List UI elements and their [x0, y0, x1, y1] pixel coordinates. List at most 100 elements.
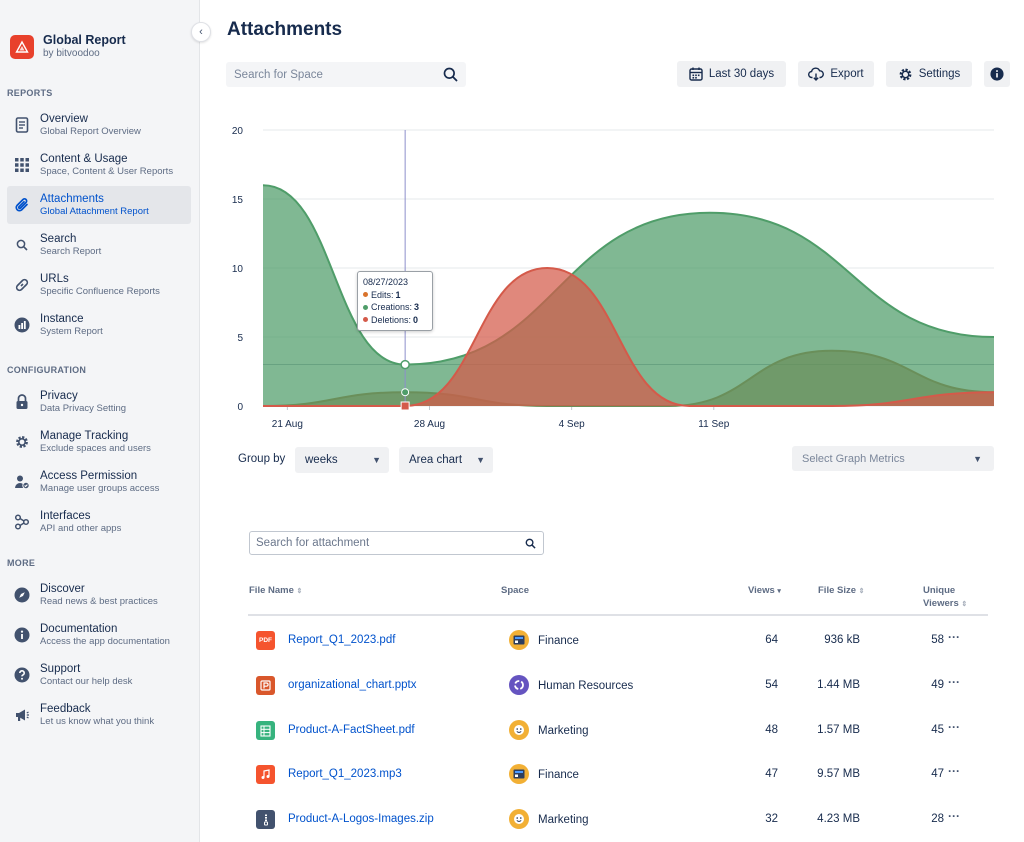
date-range-button[interactable]: Last 30 days — [677, 61, 786, 87]
settings-button[interactable]: Settings — [886, 61, 972, 87]
space-search-input[interactable]: Search for Space — [226, 62, 466, 87]
sidebar-item-overview[interactable]: Overview Global Report Overview — [7, 106, 191, 144]
space-name[interactable]: Marketing — [538, 725, 589, 737]
y-tick-label: 5 — [237, 333, 243, 344]
audio-file-icon — [256, 765, 275, 784]
sidebar-item-urls[interactable]: URLs Specific Confluence Reports — [7, 266, 191, 304]
date-range-label: Last 30 days — [708, 68, 775, 80]
brand[interactable]: Global Report by bitvoodoo — [10, 33, 126, 60]
sidebar-item-access-permission[interactable]: Access Permission Manage user groups acce… — [7, 463, 191, 501]
column-space: Space — [501, 584, 529, 597]
chart-type-select[interactable]: Area chart ▼ — [399, 447, 493, 473]
column-unique-viewers[interactable]: Unique Viewers ⇕ — [923, 584, 967, 611]
column-label: Unique — [923, 585, 956, 596]
table-row: Report_Q1_2023.mp3 Finance 47 9.57 MB 47… — [248, 759, 988, 789]
sort-desc-icon: ▾ — [777, 588, 781, 595]
sidebar-item-manage-tracking[interactable]: Manage Tracking Exclude spaces and users — [7, 423, 191, 461]
more-actions-icon[interactable]: ··· — [948, 720, 960, 734]
file-name-link[interactable]: Report_Q1_2023.pdf — [288, 634, 396, 646]
more-actions-icon[interactable]: ··· — [948, 809, 960, 823]
file-name-link[interactable]: organizational_chart.pptx — [288, 679, 417, 691]
info-button[interactable] — [984, 61, 1010, 87]
tooltip-row-deletions: Deletions: 0 — [363, 314, 427, 327]
attachment-search-placeholder: Search for attachment — [256, 537, 370, 549]
sidebar-item-content-usage[interactable]: Content & Usage Space, Content & User Rep… — [7, 146, 191, 184]
section-configuration: CONFIGURATION — [7, 365, 87, 375]
column-label: Space — [501, 585, 529, 596]
space-name[interactable]: Finance — [538, 635, 579, 647]
sidebar-item-discover[interactable]: Discover Read news & best practices — [7, 576, 191, 614]
x-tick-label: 21 Aug — [272, 419, 303, 430]
search-icon[interactable] — [443, 67, 458, 82]
sidebar-item-sub: Search Report — [40, 246, 102, 257]
sidebar-item-interfaces[interactable]: Interfaces API and other apps — [7, 503, 191, 541]
export-button[interactable]: Export — [798, 61, 874, 87]
chart-type-value: Area chart — [409, 454, 463, 466]
connector-icon — [14, 514, 30, 530]
unique-viewers-count: 45 — [931, 724, 944, 736]
more-actions-icon[interactable]: ··· — [948, 764, 960, 778]
calendar-icon — [689, 67, 703, 81]
group-by-value: weeks — [305, 454, 338, 466]
file-name-link[interactable]: Product-A-Logos-Images.zip — [288, 813, 434, 825]
creations-dot — [363, 304, 368, 310]
column-file-name[interactable]: File Name ⇕ — [249, 584, 302, 598]
edits-dot — [363, 292, 368, 298]
views-count: 48 — [765, 724, 778, 736]
unique-viewers-count: 28 — [931, 813, 944, 825]
sidebar-item-documentation[interactable]: Documentation Access the app documentatio… — [7, 616, 191, 654]
y-tick-label: 10 — [232, 264, 244, 275]
x-tick-label: 4 Sep — [559, 419, 586, 430]
finance-space-icon — [509, 630, 529, 650]
space-name[interactable]: Marketing — [538, 814, 589, 826]
tooltip-row-creations: Creations: 3 — [363, 301, 427, 314]
sidebar-item-search[interactable]: Search Search Report — [7, 226, 191, 264]
marketing-space-icon — [509, 809, 529, 829]
column-file-size[interactable]: File Size ⇕ — [818, 584, 865, 598]
sidebar-item-attachments[interactable]: Attachments Global Attachment Report — [7, 186, 191, 224]
sidebar-item-label: Access Permission — [40, 470, 138, 482]
search-icon[interactable] — [525, 538, 536, 549]
paperclip-icon — [14, 197, 30, 213]
group-by-select[interactable]: weeks ▼ — [295, 447, 389, 473]
sidebar-item-privacy[interactable]: Privacy Data Privacy Setting — [7, 383, 191, 421]
column-views[interactable]: Views ▾ — [748, 584, 781, 598]
human-resources-space-icon — [509, 675, 529, 695]
more-actions-icon[interactable]: ··· — [948, 675, 960, 689]
more-actions-icon[interactable]: ··· — [948, 630, 960, 644]
space-name[interactable]: Finance — [538, 769, 579, 781]
sidebar-item-instance[interactable]: Instance System Report — [7, 306, 191, 344]
attachment-search-input[interactable]: Search for attachment — [249, 531, 544, 555]
file-name-link[interactable]: Report_Q1_2023.mp3 — [288, 768, 402, 780]
space-name[interactable]: Human Resources — [538, 680, 634, 692]
sort-icon: ⇕ — [961, 601, 968, 608]
sidebar-item-feedback[interactable]: Feedback Let us know what you think — [7, 696, 191, 734]
views-count: 64 — [765, 634, 778, 646]
info-icon — [990, 67, 1004, 81]
sidebar-item-sub: Space, Content & User Reports — [40, 166, 174, 177]
deletions-dot — [363, 317, 368, 323]
sidebar-item-label: Instance — [40, 313, 84, 325]
graph-metrics-select[interactable]: Select Graph Metrics ▼ — [792, 446, 994, 471]
unique-viewers-count: 47 — [931, 768, 944, 780]
page-title: Attachments — [227, 19, 343, 40]
column-label: Views — [748, 585, 775, 596]
chevron-down-icon: ▼ — [476, 455, 485, 465]
sidebar: Global Report by bitvoodoo REPORTS Overv… — [0, 0, 200, 842]
sidebar-item-support[interactable]: Support Contact our help desk — [7, 656, 191, 694]
point-creations — [400, 359, 410, 370]
sort-icon: ⇕ — [858, 588, 865, 595]
gear-icon — [899, 68, 912, 80]
chart-tooltip: 08/27/2023 Edits: 1 Creations: 3 Deletio… — [357, 271, 433, 331]
column-label: File Size — [818, 585, 857, 596]
tooltip-label: Creations: — [371, 302, 413, 312]
file-name-link[interactable]: Product-A-FactSheet.pdf — [288, 724, 415, 736]
collapse-sidebar-button[interactable]: ‹ — [191, 22, 211, 42]
presentation-file-icon — [256, 676, 275, 695]
zip-file-icon — [256, 810, 275, 829]
sidebar-item-sub: Access the app documentation — [40, 636, 170, 647]
sidebar-item-label: Attachments — [40, 193, 104, 205]
tooltip-value: 0 — [413, 314, 419, 325]
chevron-left-icon: ‹ — [199, 26, 203, 38]
